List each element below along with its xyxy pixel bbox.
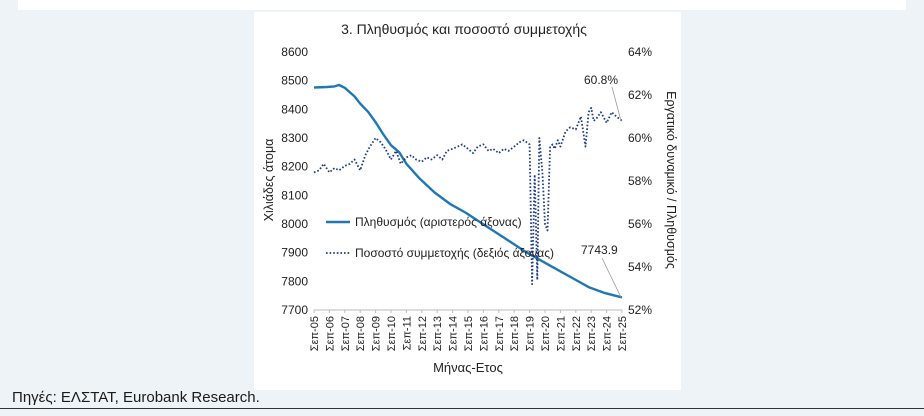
- x-axis-tick-label: Σεπ-07: [340, 316, 352, 351]
- x-axis-tick-label: Σεπ-11: [401, 316, 413, 350]
- x-axis-tick-label: Σεπ-14: [448, 316, 460, 351]
- x-axis-label: Μήνας-Ετος: [433, 360, 503, 375]
- right-axis-tick-label: 58%: [628, 174, 652, 188]
- x-axis-tick-label: Σεπ-09: [371, 316, 383, 351]
- x-axis-tick-label: Σεπ-08: [355, 316, 367, 351]
- x-axis-tick-label: Σεπ-25: [617, 316, 629, 351]
- annotation-leader-participation: [611, 86, 622, 121]
- x-axis-tick-label: Σεπ-15: [463, 316, 475, 351]
- chart-title: 3. Πληθυσμός και ποσοστό συμμετοχής: [341, 21, 587, 37]
- x-axis-tick-label: Σεπ-22: [571, 316, 583, 351]
- left-axis-tick-label: 8300: [281, 131, 308, 145]
- left-axis: 7700 7800 7900 8000 8100 8200 8300 8400 8500 8600: [281, 45, 308, 317]
- left-axis-tick-label: 8100: [281, 188, 308, 202]
- right-axis-tick-label: 62%: [628, 88, 652, 102]
- left-axis-tick-label: 8600: [281, 45, 308, 59]
- source-note: Πηγές: ΕΛΣΤΑΤ, Eurobank Research.: [12, 389, 260, 406]
- x-axis-tick-label: Σεπ-10: [386, 316, 398, 351]
- right-axis-tick-label: 60%: [628, 131, 652, 145]
- legend: Πληθυσμός (αριστερός άξονας) Ποσοστό συμ…: [326, 215, 554, 260]
- population-series-line: [313, 83, 623, 299]
- annotation-population: 7743.9: [581, 243, 622, 298]
- left-axis-tick-label: 8500: [281, 74, 308, 88]
- right-axis-tick-label: 56%: [628, 217, 652, 231]
- y-axis-label-left: Χιλιάδες άτομα: [262, 139, 276, 222]
- x-axis-tick-label: Σεπ-06: [324, 316, 336, 351]
- x-axis-tick-label: Σεπ-24: [602, 316, 614, 351]
- left-axis-tick-label: 8200: [281, 160, 308, 174]
- x-axis-tick-label: Σεπ-17: [494, 316, 506, 351]
- x-axis-tick-label: Σεπ-16: [478, 316, 490, 351]
- x-axis-tick-label: Σεπ-05: [309, 316, 321, 351]
- chart-panel: 3. Πληθυσμός και ποσοστό συμμετοχής 7700…: [254, 12, 681, 390]
- x-axis-tick-label: Σεπ-19: [525, 316, 537, 351]
- x-axis-tick-label: Σεπ-23: [586, 316, 598, 351]
- left-axis-tick-label: 8400: [281, 102, 308, 116]
- left-axis-tick-label: 7900: [281, 246, 308, 260]
- right-axis: 52% 54% 56% 58% 60% 62% 64%: [628, 45, 652, 317]
- left-axis-tick-label: 7700: [281, 303, 308, 317]
- legend-label-participation: Ποσοστό συμμετοχής (δεξιός άξονας): [355, 246, 554, 260]
- x-axis-tick-label: Σεπ-20: [540, 316, 552, 351]
- top-strip: [18, 0, 906, 10]
- x-axis-tick-label: Σεπ-21: [555, 316, 567, 351]
- legend-label-population: Πληθυσμός (αριστερός άξονας): [355, 215, 522, 229]
- annotation-leader-population: [601, 257, 622, 298]
- annotation-participation: 60.8%: [584, 73, 622, 121]
- y-axis-label-right: Εργατικό δυναμικό / Πληθυσμός: [664, 91, 678, 269]
- bottom-rule: [0, 408, 924, 409]
- right-axis-tick-label: 52%: [628, 303, 652, 317]
- x-axis-tick-label: Σεπ-18: [509, 316, 521, 351]
- annotation-population-label: 7743.9: [581, 243, 618, 257]
- right-axis-tick-label: 64%: [628, 45, 652, 59]
- annotation-participation-label: 60.8%: [584, 73, 618, 87]
- x-axis: Σεπ-05 Σεπ-06 Σεπ-07 Σεπ-08 Σεπ-09 Σεπ-10 Σεπ-…: [309, 310, 629, 351]
- left-axis-tick-label: 7800: [281, 274, 308, 288]
- x-axis-tick-label: Σεπ-12: [417, 316, 429, 351]
- right-axis-tick-label: 54%: [628, 260, 652, 274]
- left-axis-tick-label: 8000: [281, 217, 308, 231]
- x-axis-tick-label: Σεπ-13: [432, 316, 444, 351]
- chart: 3. Πληθυσμός και ποσοστό συμμετοχής 7700…: [262, 21, 678, 375]
